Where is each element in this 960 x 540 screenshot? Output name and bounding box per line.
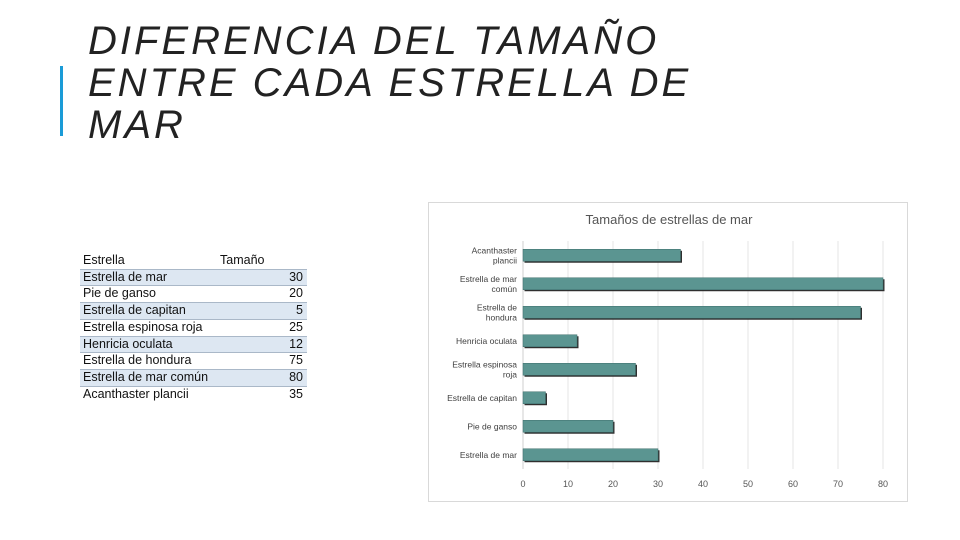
x-tick-label: 80 — [878, 479, 888, 489]
row-value: 20 — [217, 285, 307, 303]
title-accent-bar — [60, 66, 63, 136]
title-line-3: MAR — [88, 103, 186, 147]
row-name: Estrella de hondura — [80, 352, 217, 370]
x-tick-label: 30 — [653, 479, 663, 489]
category-label: Estrella de capitan — [447, 393, 517, 403]
chart-frame: Tamaños de estrellas de mar 0 10 20 30 40 50 6… — [428, 202, 908, 502]
row-name: Estrella de mar — [80, 268, 217, 286]
bar — [522, 249, 681, 262]
row-name: Estrella de capitan — [80, 302, 217, 320]
category-label: Estrella de mar común — [460, 274, 517, 294]
row-value: 25 — [217, 318, 307, 337]
x-tick-label: 20 — [608, 479, 618, 489]
category-label-line: Estrella de capitan — [447, 393, 517, 403]
row-value: 80 — [217, 368, 307, 387]
title-line-1: DIFERENCIA DEL TAMAÑO — [88, 19, 660, 63]
bar-chart: Tamaños de estrellas de mar 0 10 20 30 40 50 6… — [447, 212, 888, 489]
size-table: Estrella Tamaño Estrella de mar 30 Pie d… — [80, 253, 307, 403]
header-estrella: Estrella — [80, 253, 217, 270]
category-label-line: Henricia oculata — [456, 336, 517, 346]
row-name: Estrella de mar común — [80, 368, 217, 387]
chart-title: Tamaños de estrellas de mar — [586, 212, 754, 227]
x-tick-label: 0 — [520, 479, 525, 489]
header-tamano: Tamaño — [217, 253, 307, 270]
table-row: Estrella espinosa roja 25 — [80, 318, 307, 337]
bar — [522, 448, 659, 461]
bar — [522, 363, 636, 376]
category-label-line: hondura — [486, 312, 517, 322]
row-value: 5 — [217, 302, 307, 320]
row-name: Henricia oculata — [80, 335, 217, 353]
category-label-line: plancii — [493, 255, 517, 265]
row-value: 12 — [217, 335, 307, 353]
category-label: Estrella de hondura — [477, 302, 517, 322]
table-row: Estrella de hondura 75 — [80, 352, 307, 370]
table-row: Acanthaster plancii 35 — [80, 385, 307, 403]
row-name: Pie de ganso — [80, 285, 217, 303]
category-label: Pie de ganso — [467, 421, 517, 431]
category-label-line: Estrella espinosa — [452, 359, 517, 369]
category-label: Estrella espinosa roja — [452, 359, 517, 379]
category-label-line: roja — [503, 369, 517, 379]
category-label: Estrella de mar — [460, 450, 517, 460]
category-label: Acanthaster plancii — [472, 245, 518, 265]
x-tick-label: 40 — [698, 479, 708, 489]
row-value: 35 — [217, 385, 307, 403]
table-row: Estrella de capitan 5 — [80, 302, 307, 320]
table-row: Pie de ganso 20 — [80, 285, 307, 303]
table-row: Estrella de mar 30 — [80, 268, 307, 286]
category-label-line: Pie de ganso — [467, 421, 517, 431]
category-label: Henricia oculata — [456, 336, 517, 346]
row-name: Acanthaster plancii — [80, 385, 217, 403]
category-label-line: Estrella de mar — [460, 274, 517, 284]
x-tick-label: 70 — [833, 479, 843, 489]
row-value: 30 — [217, 268, 307, 286]
row-name: Estrella espinosa roja — [80, 318, 217, 337]
category-label-line: Estrella de — [477, 302, 517, 312]
x-tick-label: 50 — [743, 479, 753, 489]
title-line-2: ENTRE CADA ESTRELLA DE — [88, 61, 692, 105]
bar — [522, 277, 884, 290]
bar — [522, 420, 614, 433]
category-label-line: común — [491, 284, 517, 294]
bar — [522, 334, 578, 347]
category-label-line: Estrella de mar — [460, 450, 517, 460]
table-header-row: Estrella Tamaño — [80, 253, 307, 270]
table-row: Henricia oculata 12 — [80, 335, 307, 353]
row-value: 75 — [217, 352, 307, 370]
bar — [522, 306, 861, 319]
x-tick-label: 60 — [788, 479, 798, 489]
slide-title: DIFERENCIA DEL TAMAÑO ENTRE CADA ESTRELL… — [88, 20, 788, 146]
category-label-line: Acanthaster — [472, 245, 518, 255]
bar — [522, 391, 546, 404]
table-row: Estrella de mar común 80 — [80, 368, 307, 387]
x-tick-label: 10 — [563, 479, 573, 489]
